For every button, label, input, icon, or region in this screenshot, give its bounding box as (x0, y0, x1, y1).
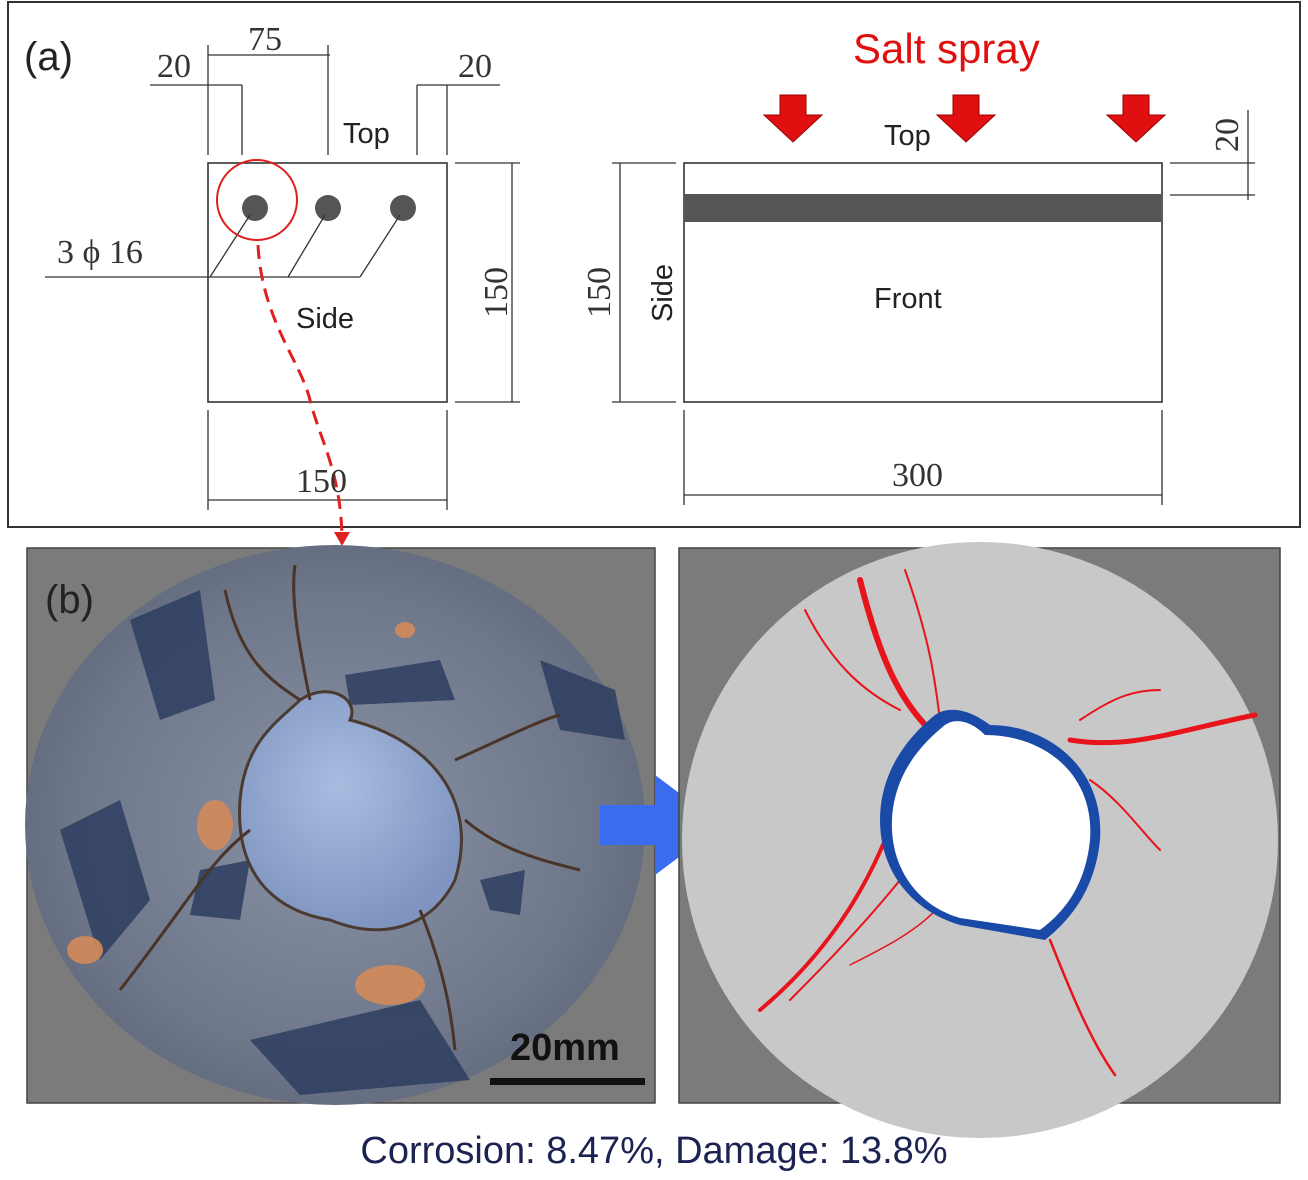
dim-spacing: 75 (248, 21, 282, 58)
panel-b-label: (b) (45, 578, 94, 622)
dim-left-cover: 20 (157, 48, 191, 85)
figure-caption: Corrosion: 8.47%, Damage: 13.8% (360, 1130, 948, 1172)
elevation-side-label: Side (647, 264, 679, 322)
rebar-void (891, 721, 1091, 930)
side-label: Side (296, 303, 354, 335)
top-label: Top (343, 118, 390, 150)
elevation-drawing (612, 94, 1255, 505)
rebar-label: 3 ϕ 16 (57, 234, 143, 271)
elevation-dim-height: 150 (581, 267, 618, 318)
elevation-top-label: Top (884, 120, 931, 152)
dim-height: 150 (478, 267, 515, 318)
crack-lines (758, 569, 1258, 1077)
rebar (242, 195, 268, 221)
elevation-dim-cover: 20 (1209, 118, 1246, 152)
scale-bar (490, 1078, 645, 1085)
cross-section-drawing (45, 45, 520, 546)
salt-spray-arrow-icon (762, 94, 1167, 143)
process-arrow-icon (600, 775, 722, 875)
rebar (390, 195, 416, 221)
scale-bar-label: 20mm (510, 1027, 620, 1069)
damage-map (678, 542, 1281, 1138)
panel-a-label: (a) (24, 35, 73, 79)
dashed-link-arrow (256, 244, 344, 536)
rebar (315, 195, 341, 221)
elevation-dim-length: 300 (892, 457, 943, 494)
rebar-longitudinal (685, 194, 1161, 222)
salt-spray-label: Salt spray (853, 25, 1040, 72)
dim-right-cover: 20 (458, 48, 492, 85)
specimen-photo (25, 545, 656, 1105)
dim-width: 150 (296, 463, 347, 500)
highlight-circle (216, 159, 298, 241)
front-label: Front (874, 283, 942, 315)
